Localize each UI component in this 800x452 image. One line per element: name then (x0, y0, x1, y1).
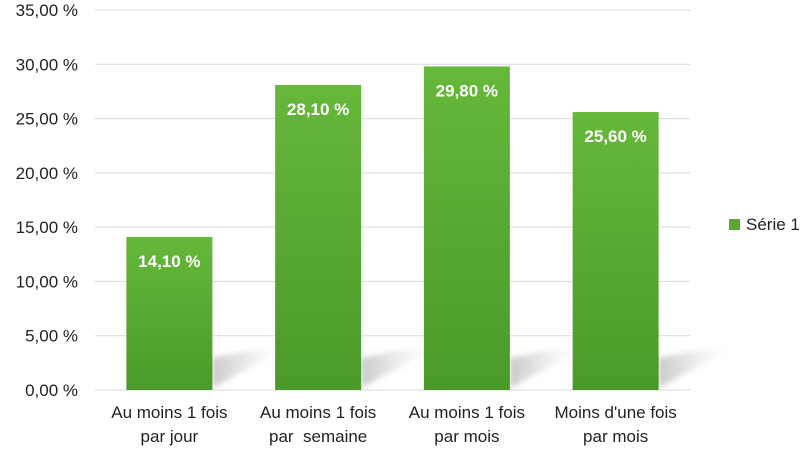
x-axis-category-labels: Au moins 1 fois par jour Au moins 1 fois pa… (111, 403, 677, 446)
data-labels: 14,10 % 28,10 % 29,80 % 25,60 % (138, 81, 647, 270)
y-tick-label: 0,00 % (25, 381, 78, 400)
y-tick-label: 5,00 % (25, 327, 78, 346)
data-label: 14,10 % (138, 252, 200, 271)
data-label: 25,60 % (584, 127, 646, 146)
y-tick-label: 35,00 % (16, 1, 78, 20)
y-tick-label: 30,00 % (16, 55, 78, 74)
legend: Série 1 (729, 215, 800, 234)
x-category-label: par semaine (269, 427, 367, 446)
y-axis-tick-labels: 0,00 % 5,00 % 10,00 % 15,00 % 20,00 % 25,00 %… (16, 1, 78, 400)
data-label: 29,80 % (436, 81, 498, 100)
bars (126, 66, 659, 391)
bar (275, 84, 362, 391)
x-category-label: Moins d'une fois (554, 403, 676, 422)
bar (572, 112, 659, 391)
x-category-label: par mois (434, 427, 499, 446)
bar (423, 66, 510, 390)
legend-label: Série 1 (746, 215, 800, 234)
bar-shadow (509, 350, 580, 388)
y-tick-label: 20,00 % (16, 164, 78, 183)
bar-shadow (361, 350, 432, 388)
x-category-label: par mois (583, 427, 648, 446)
x-category-label: Au moins 1 fois (409, 403, 525, 422)
x-category-label: Au moins 1 fois (260, 403, 376, 422)
y-tick-label: 15,00 % (16, 218, 78, 237)
x-category-label: par jour (141, 427, 199, 446)
y-tick-label: 10,00 % (16, 272, 78, 291)
y-tick-label: 25,00 % (16, 110, 78, 129)
bar-shadow (212, 350, 283, 388)
legend-swatch (729, 219, 740, 230)
bar-shadow (658, 350, 729, 388)
bar-shadows (212, 350, 729, 388)
data-label: 28,10 % (287, 100, 349, 119)
x-category-label: Au moins 1 fois (111, 403, 227, 422)
bar (126, 236, 213, 390)
